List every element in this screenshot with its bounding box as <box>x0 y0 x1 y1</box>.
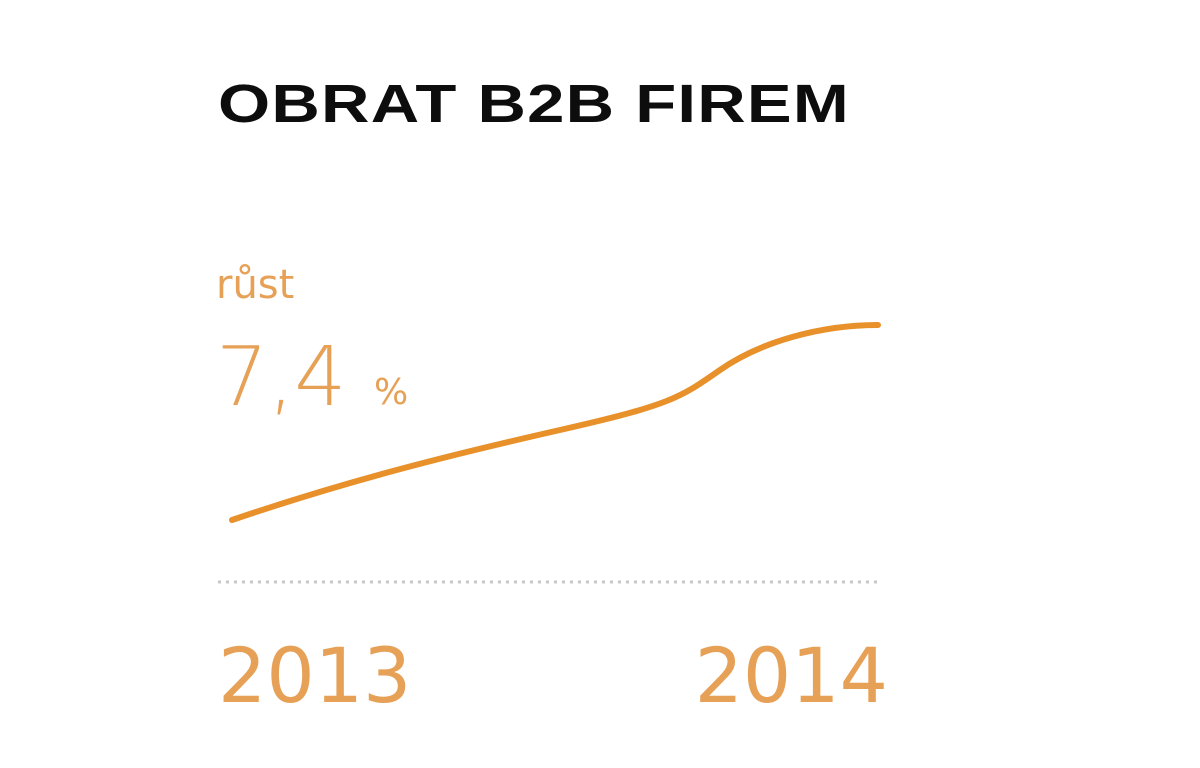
growth-unit: % <box>374 372 408 413</box>
year-start: 2013 <box>218 631 411 720</box>
growth-value: 7,4 <box>216 330 346 425</box>
title: OBRAT B2B FIREM <box>218 74 850 134</box>
trend-line <box>229 322 881 523</box>
year-end: 2014 <box>695 631 888 720</box>
growth-label: růst <box>216 262 294 308</box>
